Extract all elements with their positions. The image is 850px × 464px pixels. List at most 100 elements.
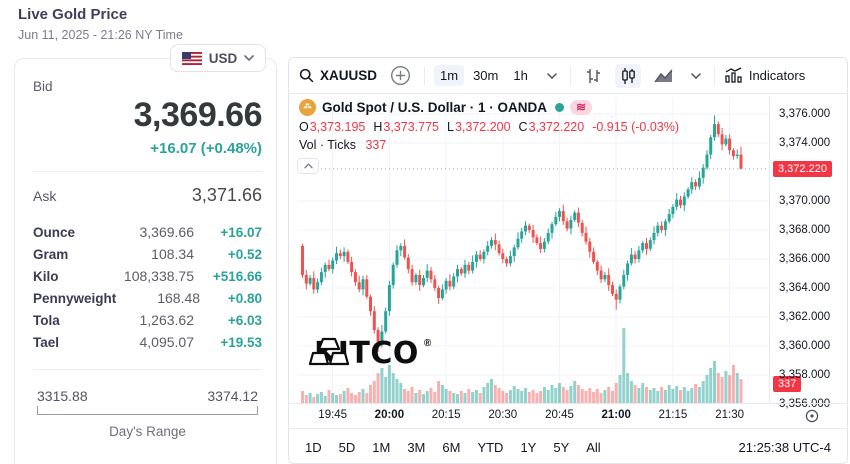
unit-row-ounce: Ounce 3,369.66 +16.07 — [33, 224, 262, 246]
indicators-label: Indicators — [748, 68, 806, 83]
symbol-search-button[interactable]: XAUUSD — [299, 68, 377, 83]
legend-collapse-button[interactable] — [297, 158, 319, 174]
date-range-buttons: 1D 5D 1M 3M 6M YTD 1Y 5Y All — [305, 440, 601, 455]
unit-label: Ounce — [33, 225, 76, 240]
price-tick: 3,376.000 — [779, 108, 831, 120]
unit-value: 168.48 — [157, 290, 201, 306]
range-button-3M[interactable]: 3M — [407, 439, 426, 455]
price-tick: 3,368.000 — [779, 224, 831, 236]
indicators-icon — [724, 67, 743, 84]
candles-style-icon[interactable] — [614, 63, 641, 88]
time-tick-20:45: 20:45 — [545, 409, 574, 421]
compare-add-symbol-button[interactable] — [386, 62, 415, 89]
ohlc-o: O 3,373.195 — [299, 120, 366, 134]
range-low: 3315.88 — [37, 388, 88, 404]
range-button-1Y[interactable]: 1Y — [520, 439, 537, 455]
unit-label: Kilo — [33, 269, 59, 284]
range-button-YTD[interactable]: YTD — [477, 439, 504, 455]
chart-toolbar: XAUUSD 1m 30m 1h — [289, 58, 847, 94]
volume-label: Vol · Ticks — [299, 138, 356, 152]
unit-value: 1,263.62 — [139, 312, 195, 328]
unit-row-tael: Tael 4,095.07 +19.53 — [33, 334, 262, 356]
quote-card: Bid 3,369.66 +16.07 (+0.48%) Ask 3,371.6… — [14, 58, 277, 464]
indicators-button[interactable]: Indicators — [724, 67, 805, 84]
range-button-All[interactable]: All — [586, 439, 601, 455]
symbol-title[interactable]: Gold Spot / U.S. Dollar · 1 · OANDA — [322, 100, 548, 115]
gold-logo-icon — [299, 99, 316, 116]
unit-change: +516.66 — [212, 269, 262, 284]
bid-change: +16.07 (+0.48%) — [150, 140, 262, 157]
toolbar-separator — [424, 65, 426, 86]
volume-badge: 337 — [773, 376, 802, 392]
unit-value: 4,095.07 — [139, 334, 195, 350]
toolbar-separator — [713, 65, 715, 86]
interval-menu-chevron[interactable] — [543, 70, 561, 82]
data-delay-badge[interactable]: ≋ — [570, 100, 593, 115]
candlestick-chart[interactable] — [297, 97, 769, 403]
unit-value: 108.34 — [151, 246, 194, 262]
price-tick: 3,360.000 — [779, 340, 831, 352]
time-tick-20:00: 20:00 — [374, 409, 405, 421]
price-axis[interactable]: 3,372.220 337 3,376.000 3,374.000 3,370.00… — [769, 97, 847, 410]
range-button-1M[interactable]: 1M — [372, 439, 391, 455]
ohlc-c: C 3,372.220 — [518, 120, 585, 134]
interval-30m[interactable]: 30m — [473, 68, 499, 83]
unit-row-kilo: Kilo 108,338.75 +516.66 — [33, 268, 262, 290]
unit-label: Pennyweight — [33, 291, 117, 306]
range-button-6M[interactable]: 6M — [442, 439, 461, 455]
unit-change: +6.03 — [227, 313, 262, 328]
volume-row: Vol · Ticks 337 — [299, 138, 679, 152]
price-tick: 3,366.000 — [779, 253, 831, 265]
unit-price-table: Ounce 3,369.66 +16.07 Gram 108.34 +0.52 Kilo 10… — [33, 224, 262, 356]
price-tick: 3,358.000 — [779, 369, 831, 381]
bid-value: 3,369.66 — [133, 96, 263, 134]
price-tick: 3,370.000 — [779, 195, 831, 207]
range-button-5D[interactable]: 5D — [338, 439, 356, 455]
interval-group: 1m 30m 1h — [434, 65, 534, 86]
last-price-badge: 3,372.220 — [773, 160, 832, 177]
ohlc-change: -0.915 (-0.03%) — [592, 120, 680, 134]
unit-value: 108,338.75 — [123, 268, 194, 284]
unit-row-tola: Tola 1,263.62 +6.03 — [33, 312, 262, 334]
unit-row-pennyweight: Pennyweight 168.48 +0.80 — [33, 290, 262, 312]
ohlc-h: H 3,373.775 — [373, 120, 439, 134]
unit-change: +19.53 — [220, 335, 262, 350]
chevron-down-icon — [244, 55, 255, 61]
ohlc-l: L 3,372.200 — [446, 120, 511, 134]
quote-timestamp: Jun 11, 2025 - 21:26 NY Time — [18, 28, 183, 42]
range-button-5Y[interactable]: 5Y — [553, 439, 570, 455]
currency-selector-label: USD — [208, 50, 238, 66]
chart-bottom-bar: 1D 5D 1M 3M 6M YTD 1Y 5Y All 21:25:38 UTC-4 — [289, 428, 847, 463]
style-menu-chevron[interactable] — [687, 70, 705, 82]
time-tick-19:45: 19:45 — [318, 409, 348, 421]
interval-1h[interactable]: 1h — [513, 68, 528, 83]
currency-selector[interactable]: USD — [170, 44, 266, 72]
divider — [33, 171, 262, 172]
unit-label: Gram — [33, 247, 69, 262]
unit-change: +0.80 — [227, 291, 262, 306]
unit-label: Tola — [33, 313, 60, 328]
time-tick-21:15: 21:15 — [658, 409, 688, 421]
range-button-1D[interactable]: 1D — [305, 439, 322, 455]
area-style-icon[interactable] — [650, 65, 678, 87]
ask-value: 3,371.66 — [191, 185, 262, 205]
time-axis-settings-icon[interactable] — [805, 409, 819, 428]
price-tick: 3,374.000 — [779, 137, 831, 149]
unit-change: +16.07 — [220, 225, 262, 240]
days-range-label: Day's Range — [109, 424, 186, 439]
bars-style-icon[interactable] — [580, 64, 606, 88]
market-status-dot — [555, 103, 565, 112]
chart-panel: XAUUSD 1m 30m 1h — [288, 57, 848, 464]
time-tick-21:30: 21:30 — [715, 409, 744, 421]
range-high: 3374.12 — [207, 388, 258, 404]
days-range-values: 3315.88 3374.12 — [33, 388, 262, 404]
price-tick: 3,356.000 — [779, 398, 831, 410]
bid-label: Bid — [33, 79, 53, 94]
time-tick-20:15: 20:15 — [431, 409, 461, 421]
page-title: Live Gold Price — [18, 6, 128, 23]
us-flag-icon — [181, 51, 202, 65]
time-axis[interactable]: 19:45 20:00 20:15 20:30 20:45 21:00 21:15 21:30 — [289, 403, 847, 428]
interval-1m[interactable]: 1m — [434, 65, 465, 86]
ask-row: Ask 3,371.66 — [33, 185, 262, 206]
